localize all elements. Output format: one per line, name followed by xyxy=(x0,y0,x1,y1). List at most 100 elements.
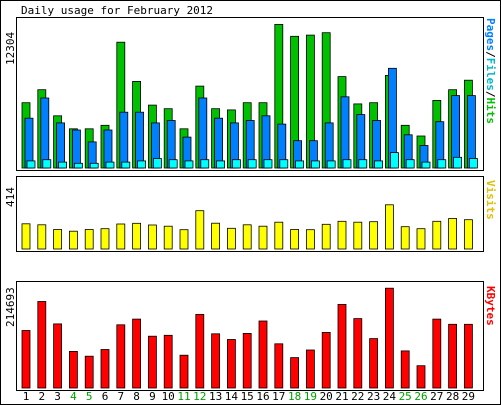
visits-panel-bars xyxy=(21,204,473,250)
pages-bar xyxy=(421,161,431,169)
visits-bar xyxy=(463,219,473,250)
kbytes-bar xyxy=(274,343,284,389)
pages-bar xyxy=(168,159,178,169)
visits-bar xyxy=(242,224,252,250)
kbytes-bar xyxy=(369,338,379,389)
pages-bar xyxy=(453,156,463,169)
files-bar xyxy=(40,97,50,169)
day-label: 26 xyxy=(414,390,427,403)
visits-bar xyxy=(84,229,94,250)
day-label: 12 xyxy=(193,390,206,403)
pages-bar xyxy=(184,160,194,169)
kbytes-bar xyxy=(69,350,78,389)
day-label: 24 xyxy=(383,390,397,403)
kbytes-bar xyxy=(448,323,458,389)
day-label: 23 xyxy=(367,390,380,403)
visits-bar xyxy=(163,225,173,250)
pages-bar xyxy=(358,159,368,169)
kbytes-bar xyxy=(337,303,347,389)
hits-legend: Pages/Files/Hits xyxy=(484,18,497,124)
visits-bar xyxy=(305,229,315,250)
pages-bar xyxy=(137,160,147,169)
visits-bar xyxy=(53,229,62,250)
kbytes-bar xyxy=(100,349,110,389)
kbytes-legend: KBytes xyxy=(484,286,497,326)
pages-bar xyxy=(263,159,273,169)
kbytes-bar xyxy=(147,335,157,389)
day-label: 20 xyxy=(320,390,333,403)
files-bar xyxy=(72,129,81,169)
day-label: 19 xyxy=(304,390,317,403)
kbytes-bar xyxy=(163,334,173,389)
pages-bar xyxy=(89,162,99,169)
visits-bar xyxy=(274,221,284,250)
pages-bar xyxy=(342,159,352,169)
pages-bar xyxy=(247,159,257,169)
kbytes-bar xyxy=(416,365,426,389)
kbytes-bar xyxy=(432,318,442,389)
day-label: 29 xyxy=(462,390,475,403)
day-label: 9 xyxy=(149,390,156,403)
day-label: 25 xyxy=(399,390,412,403)
kbytes-bar xyxy=(179,354,189,389)
kbytes-bar xyxy=(195,313,205,389)
pages-bar xyxy=(389,152,399,169)
files-bar xyxy=(340,96,350,169)
kbytes-bar xyxy=(353,318,363,389)
kbytes-bar xyxy=(463,323,473,389)
x-axis-day-labels: 1 2 3 4 5 6 7 8 9 10 11 12 13 14 15 16 17 18 19 20 21 22 23 24 2… xyxy=(23,390,475,403)
visits-bar xyxy=(21,223,31,250)
pages-bar xyxy=(42,159,52,169)
day-label: 11 xyxy=(177,390,190,403)
kbytes-bar xyxy=(21,330,31,389)
day-label: 1 xyxy=(23,390,30,403)
kbytes-bar xyxy=(400,350,410,389)
visits-bar xyxy=(337,220,347,250)
kbytes-bar xyxy=(290,357,300,389)
kbytes-bar xyxy=(132,318,142,389)
pages-bar xyxy=(326,160,336,169)
day-label: 16 xyxy=(256,390,269,403)
pages-bar xyxy=(26,160,36,169)
visits-bar xyxy=(416,228,426,250)
chart-title: Daily usage for February 2012 xyxy=(21,4,213,17)
visits-bar xyxy=(290,229,300,250)
kbytes-bar xyxy=(321,331,331,389)
day-label: 4 xyxy=(70,390,77,403)
pages-bar xyxy=(58,161,67,169)
day-label: 21 xyxy=(335,390,348,403)
kbytes-bar xyxy=(305,349,315,389)
visits-bar xyxy=(384,204,394,250)
visits-bar xyxy=(321,223,331,250)
pages-bar xyxy=(121,161,131,169)
kbytes-panel-bars xyxy=(21,287,473,389)
pages-bar xyxy=(405,159,415,169)
visits-bar xyxy=(448,218,458,250)
visits-bar xyxy=(100,228,110,250)
day-label: 17 xyxy=(272,390,285,403)
visits-bar xyxy=(369,221,379,250)
visits-bar xyxy=(69,230,78,250)
hits-ymax-label: 12304 xyxy=(4,32,17,65)
visits-legend: Visits xyxy=(484,180,497,220)
files-bar xyxy=(198,97,208,169)
day-label: 22 xyxy=(351,390,364,403)
visits-bar xyxy=(432,220,442,250)
pages-bar xyxy=(105,161,115,169)
pages-bar xyxy=(74,162,83,169)
legend-sep-2: / xyxy=(484,91,497,98)
files-bar xyxy=(56,122,65,169)
pages-bar xyxy=(231,159,241,169)
day-label: 15 xyxy=(241,390,254,403)
legend-sep-1: / xyxy=(484,51,497,58)
files-bar xyxy=(466,95,476,169)
day-label: 18 xyxy=(288,390,301,403)
pages-bar xyxy=(200,159,210,169)
files-bar xyxy=(119,111,129,169)
pages-bar xyxy=(295,160,305,169)
day-label: 8 xyxy=(133,390,140,403)
kbytes-bar xyxy=(211,333,221,389)
visits-bar xyxy=(116,223,126,250)
pages-bar xyxy=(279,159,289,169)
